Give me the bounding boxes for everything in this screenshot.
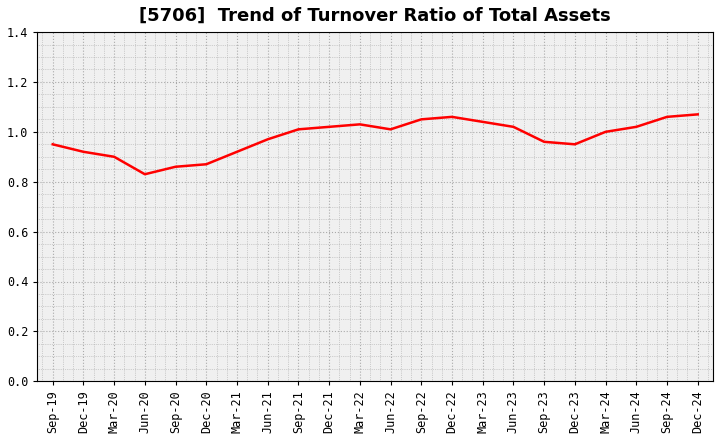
Title: [5706]  Trend of Turnover Ratio of Total Assets: [5706] Trend of Turnover Ratio of Total … — [140, 7, 611, 25]
